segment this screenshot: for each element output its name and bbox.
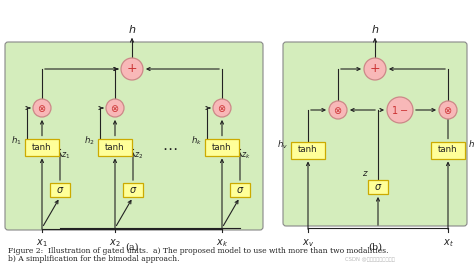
Text: $x_2$: $x_2$ [109,237,121,249]
Text: $\otimes$: $\otimes$ [443,104,453,116]
Text: $\cdots$: $\cdots$ [162,139,178,154]
FancyBboxPatch shape [283,42,467,226]
Text: (b): (b) [368,242,382,251]
Text: CSDN @一劳二白到年新白力: CSDN @一劳二白到年新白力 [345,257,395,262]
FancyBboxPatch shape [25,139,59,156]
Text: tanh: tanh [32,143,52,152]
Text: Figure 2:  Illustration of gated units.  a) The proposed model to use with more : Figure 2: Illustration of gated units. a… [8,247,389,255]
Text: $1-$: $1-$ [392,104,409,116]
Text: $z_2$: $z_2$ [134,151,143,161]
Text: $\sigma$: $\sigma$ [129,185,137,195]
Text: $+$: $+$ [369,63,381,76]
Circle shape [213,99,231,117]
Circle shape [329,101,347,119]
Text: $\otimes$: $\otimes$ [37,103,46,113]
Text: $h_2$: $h_2$ [84,135,95,147]
FancyBboxPatch shape [368,180,388,194]
Text: $x_1$: $x_1$ [36,237,48,249]
Text: tanh: tanh [298,145,318,154]
Text: $h$: $h$ [371,23,379,35]
Text: $\sigma$: $\sigma$ [56,185,64,195]
Text: $x_t$: $x_t$ [443,237,454,249]
Text: $h$: $h$ [128,23,136,35]
FancyBboxPatch shape [123,183,143,197]
Text: $x_v$: $x_v$ [302,237,314,249]
FancyBboxPatch shape [5,42,263,230]
Text: tanh: tanh [105,143,125,152]
Text: $+$: $+$ [127,63,137,76]
Text: $h_v$: $h_v$ [277,139,288,151]
FancyBboxPatch shape [431,142,465,158]
Circle shape [439,101,457,119]
Text: $h_1$: $h_1$ [11,135,22,147]
Circle shape [121,58,143,80]
Circle shape [364,58,386,80]
Text: (a): (a) [125,242,139,251]
Text: $h_t$: $h_t$ [468,139,474,151]
FancyBboxPatch shape [98,139,132,156]
FancyBboxPatch shape [230,183,250,197]
Text: $\otimes$: $\otimes$ [218,103,227,113]
Circle shape [106,99,124,117]
Circle shape [387,97,413,123]
Text: $x_k$: $x_k$ [216,237,228,249]
FancyBboxPatch shape [205,139,239,156]
Text: b) A simplification for the bimodal approach.: b) A simplification for the bimodal appr… [8,255,180,263]
Text: $h_k$: $h_k$ [191,135,202,147]
Text: $\otimes$: $\otimes$ [333,104,343,116]
Text: tanh: tanh [212,143,232,152]
Text: $z$: $z$ [362,169,368,178]
Text: $z_1$: $z_1$ [61,151,70,161]
Text: tanh: tanh [438,145,458,154]
Text: $\sigma$: $\sigma$ [236,185,244,195]
Circle shape [33,99,51,117]
FancyBboxPatch shape [50,183,70,197]
FancyBboxPatch shape [291,142,325,158]
Text: $\otimes$: $\otimes$ [110,103,119,113]
Text: $\sigma$: $\sigma$ [374,182,382,192]
Text: $z_k$: $z_k$ [241,151,251,161]
